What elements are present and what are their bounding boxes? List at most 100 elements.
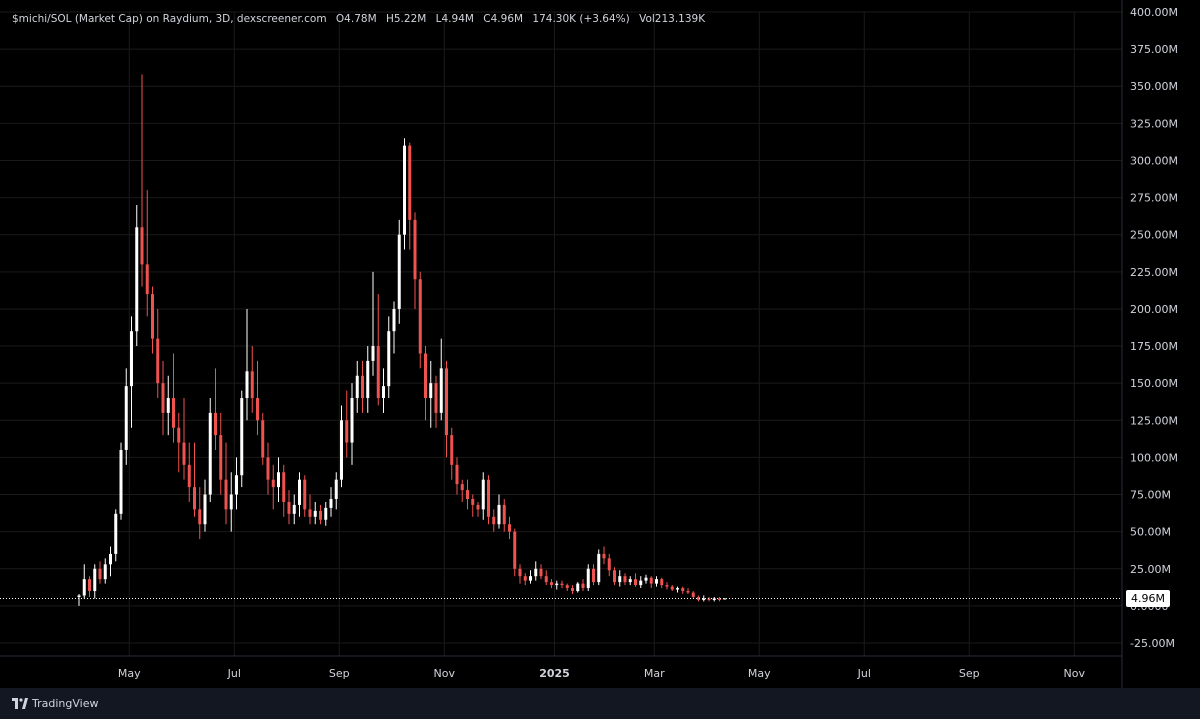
candle bbox=[82, 564, 86, 599]
candle-body bbox=[581, 583, 585, 589]
candle-body bbox=[697, 596, 700, 600]
candle-body bbox=[492, 516, 496, 525]
candle-body bbox=[135, 227, 139, 332]
candle-body bbox=[98, 568, 102, 580]
candle-body bbox=[340, 420, 343, 480]
legend-high: H5.22M bbox=[385, 13, 427, 25]
candle-body bbox=[145, 264, 149, 295]
candle-body bbox=[639, 580, 643, 586]
y-tick-label: 275.00M bbox=[1130, 192, 1178, 205]
candle-body bbox=[103, 564, 107, 580]
candle bbox=[655, 576, 658, 587]
candle-body bbox=[109, 553, 112, 565]
candlestick-chart[interactable]: -25.00M0.000025.00M50.00M75.00M100.00M12… bbox=[0, 0, 1200, 688]
legend-open: O4.78M bbox=[335, 13, 377, 25]
candle-body bbox=[413, 219, 417, 280]
candle bbox=[214, 368, 217, 450]
candle bbox=[523, 573, 527, 586]
candle-body bbox=[177, 427, 181, 443]
candle-body bbox=[334, 479, 338, 499]
candle-body bbox=[329, 498, 333, 508]
candle-body bbox=[250, 371, 254, 399]
candle bbox=[256, 360, 259, 436]
candle bbox=[198, 487, 202, 540]
y-tick-label: 400.00M bbox=[1130, 6, 1178, 19]
candle bbox=[245, 308, 249, 421]
tradingview-logo[interactable]: TradingView bbox=[12, 697, 98, 710]
candle-body bbox=[214, 412, 217, 436]
candle bbox=[660, 577, 664, 589]
candle-body bbox=[240, 398, 244, 476]
candle-body bbox=[229, 494, 233, 510]
candle bbox=[208, 398, 212, 502]
candle bbox=[665, 582, 669, 590]
candle-body bbox=[555, 583, 559, 586]
candle-body bbox=[130, 331, 133, 387]
candle bbox=[387, 316, 391, 399]
y-tick-label: 50.00M bbox=[1130, 526, 1171, 539]
x-tick-label: Sep bbox=[329, 667, 350, 680]
candle bbox=[376, 294, 380, 406]
candle bbox=[334, 472, 338, 510]
y-tick-label: 75.00M bbox=[1130, 489, 1171, 502]
candle bbox=[135, 205, 139, 347]
candle bbox=[586, 564, 590, 592]
candle-body bbox=[623, 576, 627, 583]
candle bbox=[156, 308, 160, 399]
candle bbox=[266, 442, 270, 495]
candle bbox=[177, 412, 181, 473]
candle bbox=[649, 576, 653, 589]
candle bbox=[98, 561, 102, 584]
candle bbox=[539, 564, 543, 580]
candle-body bbox=[366, 360, 370, 399]
candle-body bbox=[508, 524, 511, 532]
candle bbox=[492, 509, 496, 532]
candle bbox=[628, 576, 632, 586]
candle-body bbox=[649, 577, 653, 584]
candle bbox=[697, 595, 700, 602]
candle-body bbox=[718, 598, 721, 600]
candle bbox=[502, 498, 506, 532]
y-tick-label: -25.00M bbox=[1130, 637, 1175, 650]
candle bbox=[565, 583, 569, 592]
candle-body bbox=[502, 504, 506, 525]
candle-body bbox=[655, 579, 658, 584]
candle-body bbox=[387, 331, 391, 387]
candle-body bbox=[429, 383, 433, 399]
candle-body bbox=[355, 375, 359, 399]
legend-pair: $michi/SOL (Market Cap) on Raydium, 3D, … bbox=[12, 13, 327, 25]
candle bbox=[350, 383, 354, 465]
candle bbox=[702, 595, 706, 602]
footer-bar: TradingView bbox=[0, 688, 1200, 719]
candle-body bbox=[256, 398, 259, 421]
candle bbox=[497, 494, 501, 529]
candle-body bbox=[523, 576, 527, 581]
candle-body bbox=[676, 588, 679, 590]
candle bbox=[555, 580, 559, 590]
candle bbox=[355, 360, 359, 413]
candle-body bbox=[408, 145, 412, 220]
candle-body bbox=[434, 383, 438, 413]
candle-body bbox=[193, 487, 196, 510]
x-tick-label: Sep bbox=[959, 667, 980, 680]
candle-body bbox=[497, 504, 501, 525]
candle bbox=[319, 504, 322, 525]
candle bbox=[681, 586, 685, 595]
candle bbox=[670, 585, 674, 592]
candle bbox=[366, 346, 370, 413]
candle bbox=[77, 594, 81, 606]
candle-body bbox=[271, 479, 275, 488]
x-axis: May Jul Sep Nov 2025 Mar May Jul Sep Nov bbox=[118, 667, 1086, 680]
candle-body bbox=[471, 498, 475, 505]
candle-body bbox=[224, 479, 228, 510]
candle-body bbox=[219, 435, 223, 480]
candle-body bbox=[466, 490, 469, 499]
candle bbox=[560, 580, 564, 589]
candle bbox=[103, 558, 107, 584]
candle-body bbox=[681, 588, 685, 592]
candle bbox=[329, 487, 333, 517]
candle-body bbox=[660, 579, 664, 586]
candle-body bbox=[245, 371, 249, 399]
candle-body bbox=[235, 475, 238, 495]
